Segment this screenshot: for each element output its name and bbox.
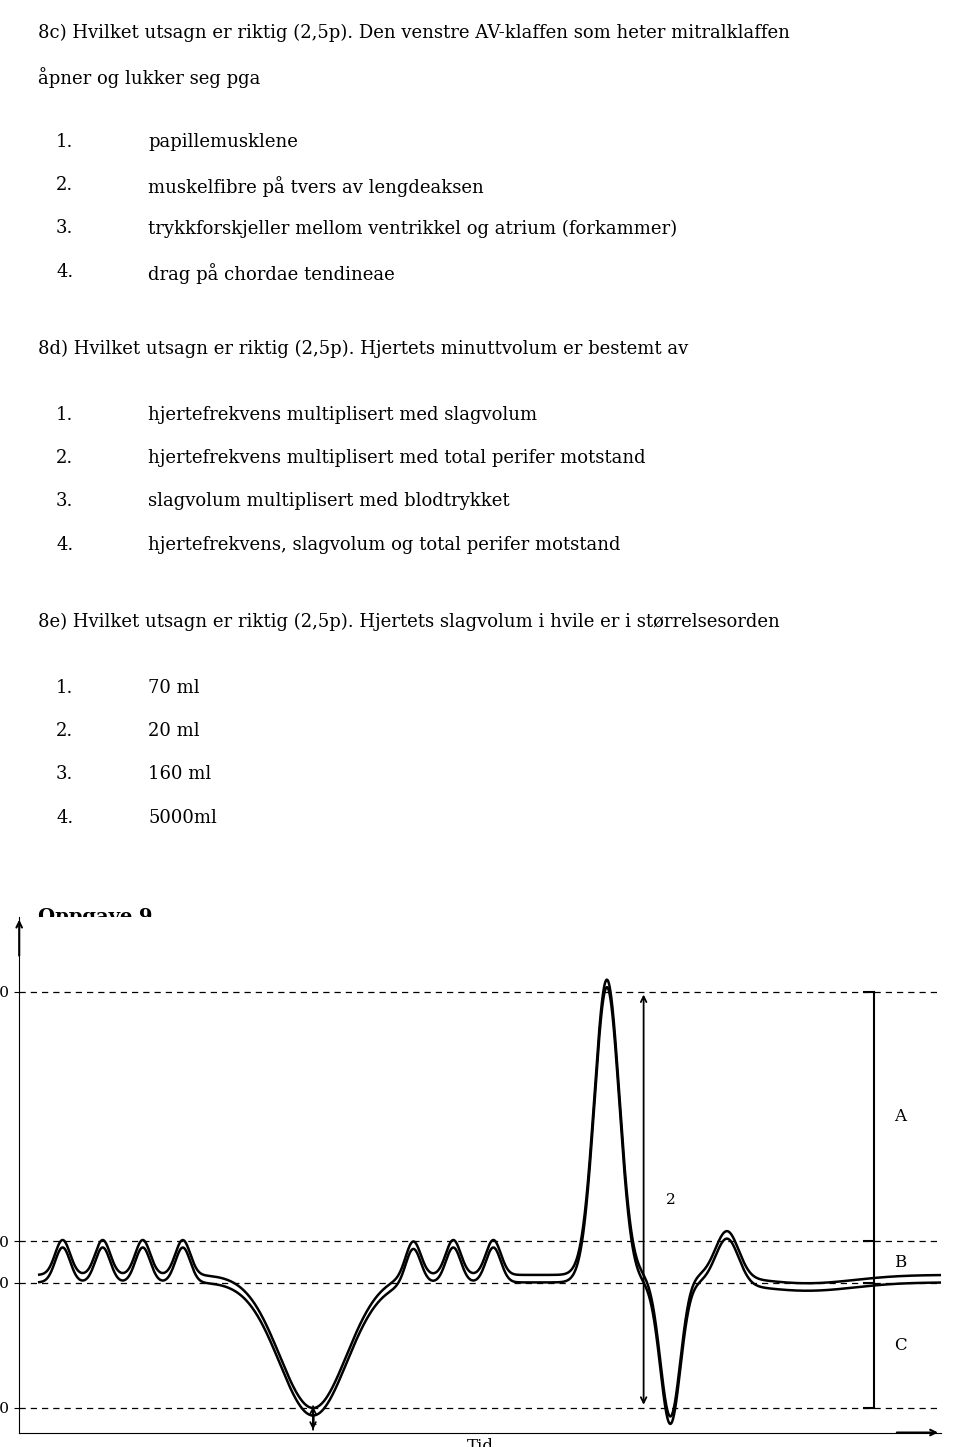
Text: 8e) Hvilket utsagn er riktig (2,5p). Hjertets slagvolum i hvile er i størrelseso: 8e) Hvilket utsagn er riktig (2,5p). Hje… (37, 612, 780, 631)
Text: 8d) Hvilket utsagn er riktig (2,5p). Hjertets minuttvolum er bestemt av: 8d) Hvilket utsagn er riktig (2,5p). Hje… (37, 340, 688, 357)
Text: 3.: 3. (56, 220, 73, 237)
Text: 160 ml: 160 ml (148, 765, 211, 783)
Text: B: B (894, 1253, 906, 1270)
Text: åpner og lukker seg pga: åpner og lukker seg pga (37, 67, 260, 88)
Text: hjertefrekvens, slagvolum og total perifer motstand: hjertefrekvens, slagvolum og total perif… (148, 535, 621, 554)
Text: hjertefrekvens multiplisert med total perifer motstand: hjertefrekvens multiplisert med total pe… (148, 449, 646, 467)
Text: 1.: 1. (56, 405, 73, 424)
Text: trykkforskjeller mellom ventrikkel og atrium (forkammer): trykkforskjeller mellom ventrikkel og at… (148, 220, 678, 237)
Text: C: C (894, 1337, 906, 1354)
Text: muskelfibre på tvers av lengdeaksen: muskelfibre på tvers av lengdeaksen (148, 177, 484, 197)
Text: slagvolum multiplisert med blodtrykket: slagvolum multiplisert med blodtrykket (148, 492, 510, 511)
Text: 3.: 3. (56, 492, 73, 511)
Text: 2.: 2. (56, 177, 73, 194)
Text: papillemusklene: papillemusklene (148, 133, 299, 150)
Text: 2.: 2. (56, 722, 73, 739)
Text: 2.: 2. (56, 449, 73, 467)
Text: drag på chordae tendineae: drag på chordae tendineae (148, 263, 395, 284)
Text: 5000ml: 5000ml (148, 809, 217, 826)
Text: hjertefrekvens multiplisert med slagvolum: hjertefrekvens multiplisert med slagvolu… (148, 405, 538, 424)
Text: 1.: 1. (56, 679, 73, 696)
Text: 4.: 4. (56, 535, 73, 554)
Text: Oppgave 9: Oppgave 9 (37, 909, 152, 926)
Text: 4.: 4. (56, 263, 73, 281)
Text: A: A (894, 1108, 906, 1124)
Text: 1: 1 (308, 1414, 318, 1428)
X-axis label: Tid: Tid (467, 1438, 493, 1447)
Text: 8c) Hvilket utsagn er riktig (2,5p). Den venstre AV-klaffen som heter mitralklaf: 8c) Hvilket utsagn er riktig (2,5p). Den… (37, 23, 789, 42)
Text: 4.: 4. (56, 809, 73, 826)
Text: 1.: 1. (56, 133, 73, 150)
Text: 3.: 3. (56, 765, 73, 783)
Text: 2: 2 (665, 1192, 675, 1207)
Text: 20 ml: 20 ml (148, 722, 200, 739)
Text: 70 ml: 70 ml (148, 679, 200, 696)
